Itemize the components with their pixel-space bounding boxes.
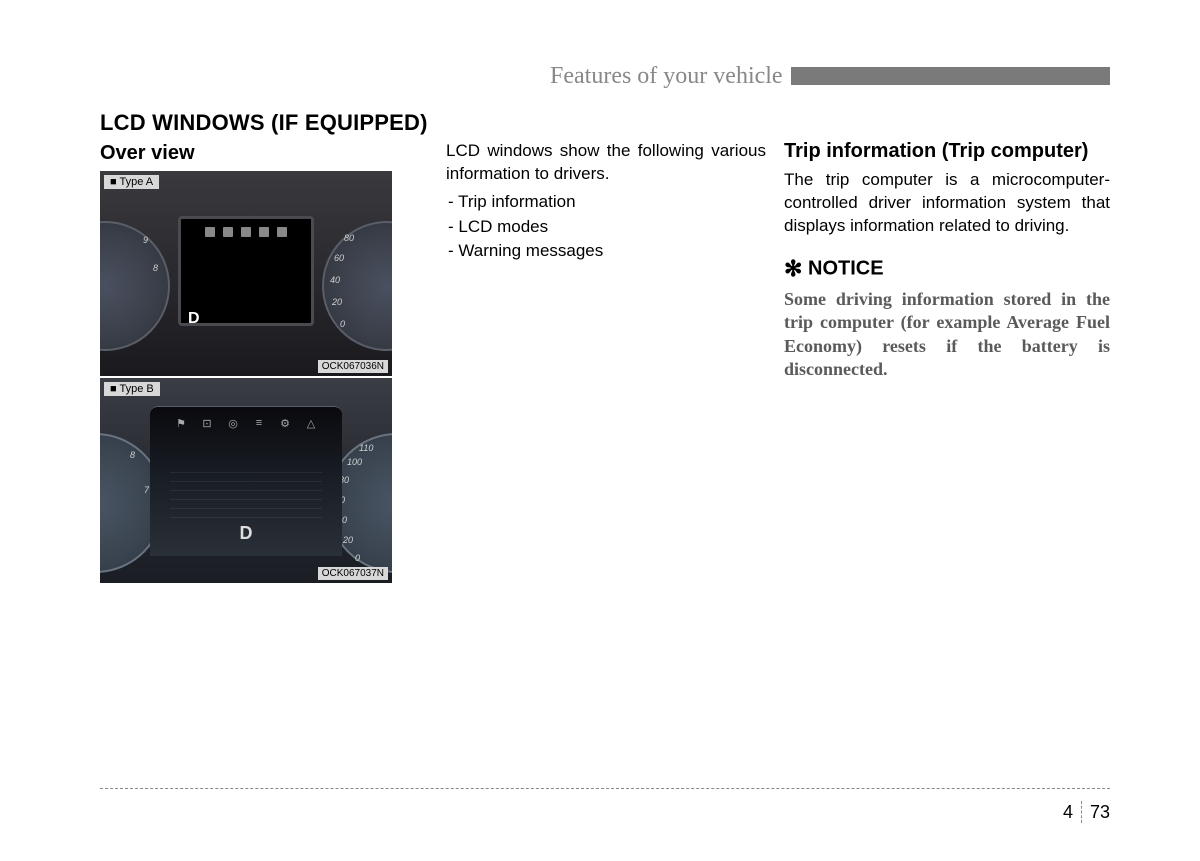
- turn-icon: ◎: [227, 417, 239, 429]
- main-heading: LCD WINDOWS (IF EQUIPPED): [100, 110, 428, 136]
- lcd-icons-row-a: [181, 227, 311, 237]
- page-number: 4 73: [1063, 801, 1110, 823]
- warning-icon: [277, 227, 287, 237]
- lcd-icons-row-b: ⚑ ⊡ ◎ ≡ ⚙ △: [150, 417, 342, 429]
- column-3: Trip information (Trip computer) The tri…: [784, 110, 1110, 585]
- notice-heading: ✻ NOTICE: [784, 256, 1110, 282]
- gauge-tick: 8: [153, 263, 158, 273]
- notice-body: Some driving information stored in the t…: [784, 288, 1110, 382]
- gauge-tick: 9: [143, 235, 148, 245]
- type-a-label: ■ Type A: [104, 175, 159, 189]
- section-title: Features of your vehicle: [550, 63, 783, 90]
- gauge-tick: 100: [347, 457, 362, 467]
- gauge-tick: 0: [355, 553, 360, 563]
- cluster-image-type-a: ■ Type A 9 8 80 60 40 20 0: [100, 171, 392, 376]
- gear-indicator-a: D: [188, 310, 200, 328]
- content-area: LCD WINDOWS (IF EQUIPPED) Over view ■ Ty…: [100, 110, 1110, 585]
- page-number-value: 73: [1090, 802, 1110, 823]
- warning-icon: △: [305, 417, 317, 429]
- trip-icon: ⊡: [201, 417, 213, 429]
- gauge-tick: 80: [344, 233, 354, 243]
- flag-icon: ⚑: [175, 417, 187, 429]
- trip-body: The trip computer is a microcomputer-con…: [784, 169, 1110, 238]
- speedometer-a: 80 60 40 20 0: [322, 221, 392, 351]
- gauge-tick: 20: [343, 535, 353, 545]
- gauge-tick: 8: [130, 450, 135, 460]
- image-code-b: OCK067037N: [318, 567, 388, 580]
- gauge-tick: 20: [332, 297, 342, 307]
- assist-icon: [241, 227, 251, 237]
- notice-star-icon: ✻: [784, 256, 802, 281]
- road-graphic: [170, 466, 322, 526]
- list-item: - Trip information: [448, 190, 766, 215]
- column-1: LCD WINDOWS (IF EQUIPPED) Over view ■ Ty…: [100, 110, 428, 585]
- lcd-screen-b: ⚑ ⊡ ◎ ≡ ⚙ △ D: [150, 406, 342, 556]
- gauge-tick: 0: [340, 319, 345, 329]
- chapter-number: 4: [1063, 802, 1073, 823]
- list-item: - Warning messages: [448, 239, 766, 264]
- turn-icon: [223, 227, 233, 237]
- column-2: LCD windows show the following various i…: [446, 110, 766, 585]
- footer-divider: [100, 788, 1110, 789]
- gauge-tick: 40: [330, 275, 340, 285]
- type-b-label: ■ Type B: [104, 382, 160, 396]
- notice-label: NOTICE: [808, 257, 884, 279]
- overview-heading: Over view: [100, 142, 428, 165]
- header-bar: Features of your vehicle: [550, 60, 1110, 92]
- trip-heading: Trip information (Trip computer): [784, 140, 1110, 163]
- intro-text: LCD windows show the following various i…: [446, 140, 766, 186]
- gauge-tick: 110: [359, 443, 373, 453]
- cluster-image-type-b: ■ Type B 8 7 110 100 80 60 40 20 0 ⚑ ⊡ ◎…: [100, 378, 392, 583]
- trip-icon: [205, 227, 215, 237]
- gauge-tick: 60: [334, 253, 344, 263]
- gear-indicator-b: D: [240, 523, 253, 544]
- image-code-a: OCK067036N: [318, 360, 388, 373]
- settings-icon: [259, 227, 269, 237]
- assist-icon: ≡: [253, 417, 265, 429]
- gauge-tick: 7: [144, 485, 149, 495]
- header-stripe: [791, 67, 1110, 85]
- settings-icon: ⚙: [279, 417, 291, 429]
- page-separator: [1081, 801, 1082, 823]
- tachometer-a: 9 8: [100, 221, 170, 351]
- list-item: - LCD modes: [448, 215, 766, 240]
